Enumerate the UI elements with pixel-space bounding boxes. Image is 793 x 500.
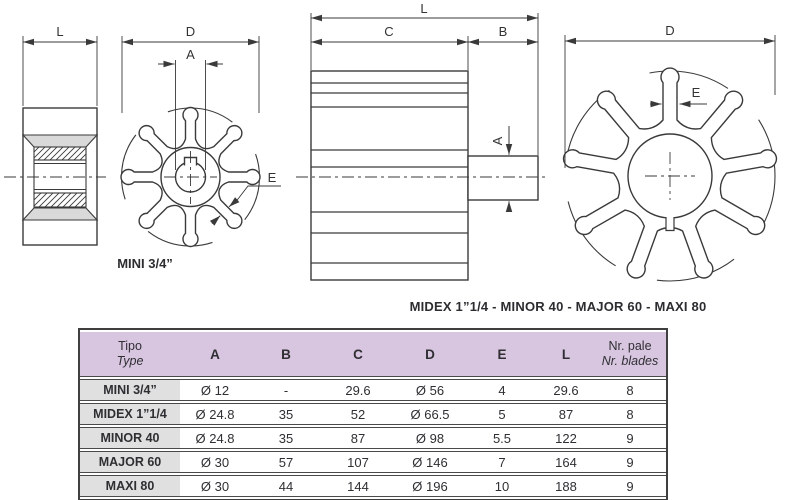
large-models-caption: MIDEX 1”1/4 - MINOR 40 - MAJOR 60 - MAXI… [409, 299, 707, 314]
mini-side-view [21, 107, 99, 246]
value-cell: 144 [322, 475, 394, 497]
value-cell: Ø 30 [180, 475, 250, 497]
dim-label-E-front: E [692, 85, 701, 100]
value-cell: 87 [322, 427, 394, 449]
header-tipo: Tipo Type [80, 332, 180, 377]
value-cell: 35 [250, 403, 322, 425]
value-cell: Ø 24.8 [180, 427, 250, 449]
row-label: MINI 3/4” [80, 379, 180, 401]
header-col-D: D [394, 332, 466, 377]
value-cell: 122 [538, 427, 594, 449]
table-row: MAJOR 60 Ø 30 57 107 Ø 146 7 164 9 [80, 451, 666, 473]
row-label: MIDEX 1”1/4 [80, 403, 180, 425]
value-cell: 5 [466, 403, 538, 425]
value-cell: 9 [594, 475, 666, 497]
value-cell: 52 [322, 403, 394, 425]
hatch-insert-bottom [33, 192, 87, 208]
dim-label-L-mini: L [56, 24, 63, 39]
dim-label-A-large: A [490, 136, 505, 145]
value-cell: Ø 98 [394, 427, 466, 449]
value-cell: 7 [466, 451, 538, 473]
value-cell: 44 [250, 475, 322, 497]
value-cell: Ø 12 [180, 379, 250, 401]
table-row: MINOR 40 Ø 24.8 35 87 Ø 98 5.5 122 9 [80, 427, 666, 449]
value-cell: 9 [594, 427, 666, 449]
dim-label-C-large: C [384, 24, 393, 39]
value-cell: 87 [538, 403, 594, 425]
header-col-L: L [538, 332, 594, 377]
value-cell: 8 [594, 403, 666, 425]
header-nr-pale: Nr. pale Nr. blades [594, 332, 666, 377]
hub-circle [160, 146, 221, 208]
value-cell: 9 [594, 451, 666, 473]
value-cell: Ø 56 [394, 379, 466, 401]
centerlines [4, 151, 695, 204]
value-cell: - [250, 379, 322, 401]
value-cell: 5.5 [466, 427, 538, 449]
value-cell: 29.6 [538, 379, 594, 401]
table-row: MAXI 80 Ø 30 44 144 Ø 196 10 188 9 [80, 475, 666, 497]
value-cell: 188 [538, 475, 594, 497]
dim-label-D-front: D [665, 23, 674, 38]
spec-table: Tipo Type A B C D E L Nr. pale Nr. blade… [78, 328, 668, 500]
table-row: MINI 3/4” Ø 12 - 29.6 Ø 56 4 29.6 8 [80, 379, 666, 401]
impeller-outline-9-blades [562, 67, 778, 279]
splice-slit [665, 217, 675, 232]
hatch-insert-top [33, 146, 87, 161]
header-col-E: E [466, 332, 538, 377]
value-cell: 107 [322, 451, 394, 473]
value-cell: 35 [250, 427, 322, 449]
shaft-hub [467, 155, 539, 201]
value-cell: Ø 30 [180, 451, 250, 473]
large-side-view [310, 70, 539, 281]
header-col-C: C [322, 332, 394, 377]
mini-model-label: MINI 3/4” [117, 256, 173, 271]
value-cell: 4 [466, 379, 538, 401]
value-cell: 10 [466, 475, 538, 497]
value-cell: 8 [594, 379, 666, 401]
row-label: MAXI 80 [80, 475, 180, 497]
value-cell: 164 [538, 451, 594, 473]
table-row: MIDEX 1”1/4 Ø 24.8 35 52 Ø 66.5 5 87 8 [80, 403, 666, 425]
value-cell: Ø 196 [394, 475, 466, 497]
dim-label-E-mini: E [268, 170, 277, 185]
table-header-row: Tipo Type A B C D E L Nr. pale Nr. blade… [80, 332, 666, 377]
dimension-labels: L D A E L C B A D E [56, 1, 700, 185]
value-cell: Ø 24.8 [180, 403, 250, 425]
value-cell: 57 [250, 451, 322, 473]
dim-label-D-mini: D [186, 24, 195, 39]
dim-label-L-large: L [420, 1, 427, 16]
value-cell: Ø 66.5 [394, 403, 466, 425]
row-label: MAJOR 60 [80, 451, 180, 473]
dim-label-A-mini: A [186, 47, 195, 62]
header-col-B: B [250, 332, 322, 377]
dim-label-B-large: B [499, 24, 508, 39]
value-cell: Ø 146 [394, 451, 466, 473]
header-col-A: A [180, 332, 250, 377]
value-cell: 29.6 [322, 379, 394, 401]
dimension-lines [22, 13, 776, 226]
row-label: MINOR 40 [80, 427, 180, 449]
technical-drawings: L D A E L C B A D E [4, 1, 778, 282]
large-front-view [562, 67, 778, 282]
